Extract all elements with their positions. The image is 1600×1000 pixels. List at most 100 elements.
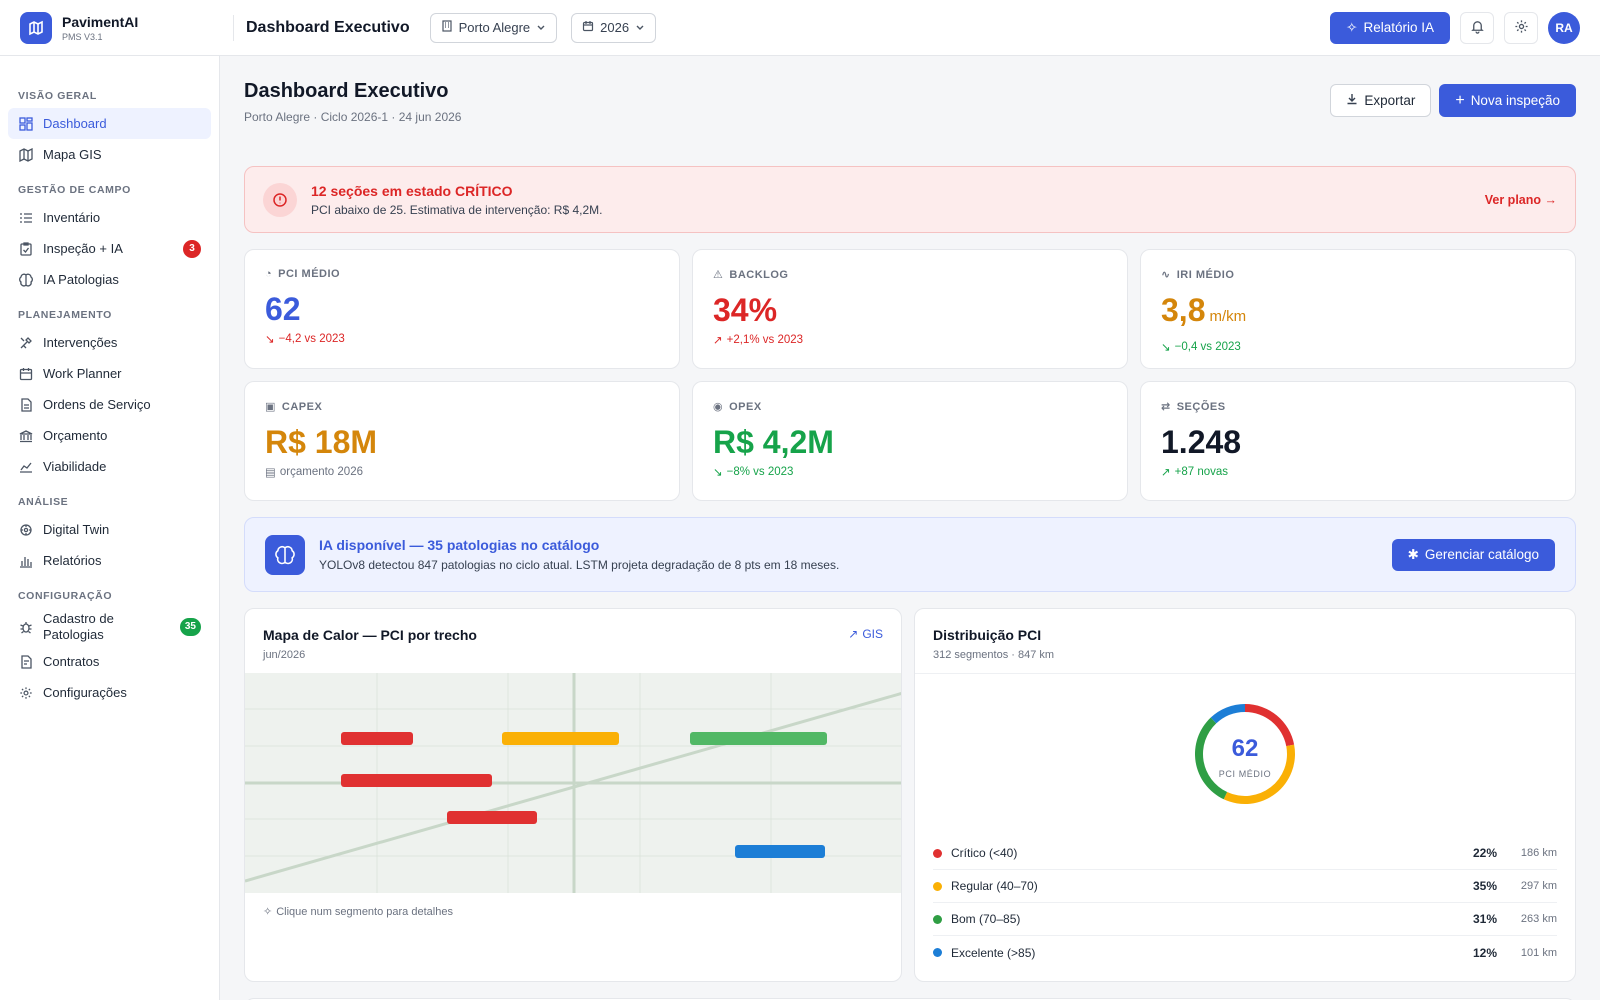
user-avatar[interactable]: RA (1548, 11, 1580, 44)
gauge-icon: ◔ (265, 268, 273, 280)
donut-slice[interactable] (1245, 704, 1295, 747)
donut-center-label: PCI MÉDIO (1219, 769, 1271, 779)
kpi-card-capex[interactable]: ▣ CAPEX R$ 18M ▤ orçamento 2026 (244, 381, 680, 501)
sidebar-item-work-planner[interactable]: Work Planner (8, 358, 211, 389)
kpi-card-secoes[interactable]: ⇄ SEÇÕES 1.248 ↗ +87 novas (1140, 381, 1576, 501)
manage-catalog-label: Gerenciar catálogo (1424, 547, 1539, 562)
sidebar-item-ordens-de-servico[interactable]: Ordens de Serviço (8, 389, 211, 420)
city-select-value: Porto Alegre (458, 20, 531, 35)
sidebar-item-inspecao-ia[interactable]: Inspeção + IA 3 (8, 233, 211, 264)
road-segment[interactable] (447, 811, 537, 824)
kpi-grid: ◔ PCI MÉDIO 62 ↘ −4,2 vs 2023 ⚠ BACKLOG 34%… (244, 249, 1576, 501)
sidebar-section-label: CONFIGURAÇÃO (18, 590, 113, 602)
settings-button[interactable] (1504, 11, 1538, 44)
sidebar-item-cadastro-de-patologias[interactable]: Cadastro de Patologias 35 (8, 608, 211, 646)
sidebar-item-configuracoes[interactable]: Configurações (8, 677, 211, 708)
kpi-card-iri[interactable]: ∿ IRI MÉDIO 3,8 m/km ↘ −0,4 vs 2023 (1140, 249, 1576, 369)
road-segment[interactable] (735, 845, 825, 858)
legend-pct: 31% (1472, 912, 1497, 926)
road-segment[interactable] (502, 732, 619, 745)
legend-pct: 35% (1472, 879, 1497, 893)
legend-row-regular[interactable]: Regular (40–70) 35% 297 km (933, 870, 1557, 903)
road-segment[interactable] (690, 732, 827, 745)
distribution-legend: Crítico (<40) 22% 186 km Regular (40–70)… (933, 837, 1557, 969)
legend-dot (933, 914, 942, 924)
road-segment[interactable] (341, 774, 492, 787)
year-select[interactable]: 2026 (571, 12, 657, 43)
route-icon: ⇄ (1161, 401, 1171, 413)
export-button[interactable]: Exportar (1330, 84, 1432, 117)
view-plan-link[interactable]: Ver plano → (1484, 192, 1557, 207)
top-title: Dashboard Executivo (233, 14, 410, 41)
gis-link-label: GIS (862, 627, 883, 641)
ai-report-button[interactable]: ✧ Relatório IA (1330, 11, 1450, 44)
sidebar-item-label: Digital Twin (43, 522, 110, 537)
sidebar-item-viabilidade[interactable]: Viabilidade (8, 451, 211, 482)
brand[interactable]: PavimentAI PMS V3.1 (0, 11, 233, 44)
sidebar-item-label: Configurações (43, 685, 127, 700)
sidebar-item-label: Work Planner (43, 366, 122, 381)
sidebar-item-dashboard[interactable]: Dashboard (8, 108, 211, 139)
donut-slice[interactable] (1223, 744, 1295, 804)
manage-catalog-button[interactable]: ✱ Gerenciar catálogo (1391, 538, 1555, 571)
heatmap-map[interactable] (245, 673, 902, 893)
legend-label: Regular (40–70) (951, 879, 1038, 893)
city-select[interactable]: Porto Alegre (429, 12, 558, 43)
bell-icon (1470, 19, 1485, 37)
page-title: Dashboard Executivo (244, 80, 449, 102)
trend-up-icon: ↗ (713, 335, 723, 347)
kpi-label: SEÇÕES (1176, 400, 1226, 413)
sidebar-item-label: Orçamento (43, 428, 108, 443)
brand-version: PMS V3.1 (62, 31, 103, 42)
twin-icon (18, 522, 33, 537)
clipboard-icon (18, 241, 33, 256)
bug-icon (18, 620, 33, 635)
alert-text: PCI abaixo de 25. Estimativa de interven… (311, 202, 603, 217)
kpi-label: IRI MÉDIO (1176, 268, 1235, 281)
year-select-value: 2026 (600, 20, 630, 35)
new-inspection-label: Nova inspeção (1470, 93, 1560, 108)
sidebar-item-contratos[interactable]: Contratos (8, 646, 211, 677)
legend-row-excelente[interactable]: Excelente (>85) 12% 101 km (933, 936, 1557, 969)
trend-down-icon: ↘ (265, 334, 275, 346)
dashboard-icon (18, 116, 33, 131)
kpi-card-backlog[interactable]: ⚠ BACKLOG 34% ↗ +2,1% vs 2023 (692, 249, 1128, 369)
kpi-delta: −4,2 vs 2023 (278, 333, 345, 345)
kpi-value: R$ 4,2M (713, 424, 834, 460)
legend-km: 186 km (1520, 847, 1557, 859)
sidebar-item-inventario[interactable]: Inventário (8, 202, 211, 233)
heatmap-footer-text: Clique num segmento para detalhes (276, 905, 453, 918)
kpi-card-pci[interactable]: ◔ PCI MÉDIO 62 ↘ −4,2 vs 2023 (244, 249, 680, 369)
sidebar-item-relatorios[interactable]: Relatórios (8, 545, 211, 576)
legend-row-critico[interactable]: Crítico (<40) 22% 186 km (933, 837, 1557, 870)
sparkle-icon: ✧ (1346, 19, 1358, 35)
count-badge: 3 (183, 239, 201, 258)
warning-icon: ⚠ (713, 269, 724, 281)
sidebar-item-digital-twin[interactable]: Digital Twin (8, 514, 211, 545)
gis-link[interactable]: ↗ GIS (848, 627, 883, 673)
chevron-down-icon (635, 20, 645, 35)
road-segment[interactable] (341, 732, 413, 745)
donut-slice[interactable] (1210, 704, 1245, 724)
distribution-subtitle: 312 segmentos · 847 km (933, 649, 1055, 661)
ai-report-label: Relatório IA (1363, 20, 1434, 35)
building-icon (441, 20, 453, 35)
sidebar-item-orcamento[interactable]: Orçamento (8, 420, 211, 451)
trend-down-icon: ↘ (1161, 342, 1171, 354)
donut-slice[interactable] (1195, 717, 1228, 800)
notifications-button[interactable] (1460, 11, 1494, 44)
legend-row-bom[interactable]: Bom (70–85) 31% 263 km (933, 903, 1557, 936)
kpi-card-opex[interactable]: ◉ OPEX R$ 4,2M ↘ −8% vs 2023 (692, 381, 1128, 501)
new-inspection-button[interactable]: + Nova inspeção (1439, 84, 1576, 117)
sidebar-item-label: Ordens de Serviço (43, 397, 151, 412)
alert-title: 12 seções em estado CRÍTICO (311, 182, 513, 199)
brand-logo-icon (20, 11, 52, 44)
sidebar-item-intervencoes[interactable]: Intervenções (8, 327, 211, 358)
document-icon (18, 397, 33, 412)
sidebar-item-mapa-gis[interactable]: Mapa GIS (8, 139, 211, 170)
contract-icon (18, 654, 33, 669)
kpi-delta: −8% vs 2023 (726, 466, 794, 478)
sidebar-item-ia-patologias[interactable]: IA Patologias (8, 264, 211, 295)
external-link-icon: ↗ (848, 627, 859, 641)
pci-donut-chart: 62 PCI MÉDIO (1195, 704, 1295, 804)
